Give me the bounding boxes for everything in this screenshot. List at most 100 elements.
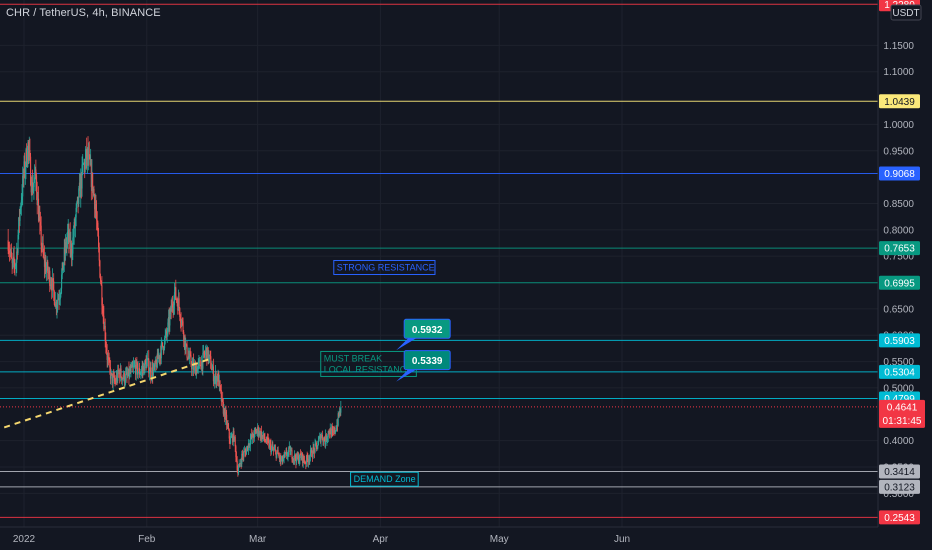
candle-body bbox=[33, 182, 35, 188]
candle-body bbox=[101, 305, 104, 314]
candle-body bbox=[159, 353, 161, 359]
candle bbox=[269, 439, 271, 450]
candle-body bbox=[233, 431, 235, 441]
candle bbox=[294, 450, 296, 465]
candle-body bbox=[309, 456, 311, 461]
candle bbox=[158, 355, 160, 365]
candle bbox=[216, 375, 218, 389]
candle-body bbox=[253, 437, 255, 439]
candle-body bbox=[148, 371, 150, 374]
candle-body bbox=[218, 372, 220, 387]
trendline bbox=[3, 357, 211, 429]
candle bbox=[73, 218, 75, 245]
candle-body bbox=[24, 161, 26, 174]
candle bbox=[70, 231, 72, 259]
candle-body bbox=[251, 435, 253, 438]
chart-title: CHR / TetherUS, 4h, BINANCE bbox=[6, 7, 161, 19]
candle-body bbox=[257, 426, 259, 436]
candle-body bbox=[220, 390, 222, 402]
candle bbox=[286, 452, 288, 460]
candle-body bbox=[133, 365, 135, 367]
candle bbox=[251, 428, 253, 440]
candle-body bbox=[189, 353, 191, 356]
candle-body bbox=[40, 225, 42, 246]
candle-body bbox=[102, 313, 104, 316]
candle-body bbox=[279, 456, 281, 460]
candle-body bbox=[144, 360, 146, 362]
candle-body bbox=[74, 217, 77, 226]
candle-body bbox=[125, 372, 127, 374]
candle-body bbox=[261, 435, 263, 440]
candle-body bbox=[27, 142, 29, 161]
candle bbox=[20, 193, 22, 216]
candle bbox=[243, 445, 246, 453]
candle bbox=[298, 452, 300, 465]
candle bbox=[88, 141, 90, 160]
candle-body bbox=[89, 156, 91, 165]
candle bbox=[334, 425, 336, 436]
candle-body bbox=[250, 435, 252, 440]
candle bbox=[70, 240, 73, 267]
candle-body bbox=[261, 431, 263, 440]
candle-body bbox=[123, 372, 125, 383]
candle bbox=[288, 441, 290, 449]
candle bbox=[332, 425, 334, 437]
candle bbox=[264, 432, 266, 444]
candle bbox=[65, 237, 67, 254]
candle bbox=[90, 148, 92, 166]
candle-body bbox=[55, 301, 57, 307]
candle bbox=[262, 435, 264, 440]
candle bbox=[270, 438, 272, 457]
candle-body bbox=[78, 182, 80, 189]
candle bbox=[208, 354, 211, 363]
candle-body bbox=[70, 243, 73, 257]
candle bbox=[195, 363, 197, 379]
candle-body bbox=[57, 299, 59, 305]
candle bbox=[225, 405, 227, 421]
candle bbox=[235, 444, 237, 463]
candle bbox=[153, 363, 155, 372]
candle bbox=[76, 200, 78, 212]
candle-body bbox=[310, 449, 312, 451]
candle bbox=[333, 426, 335, 436]
candle-body bbox=[29, 150, 31, 157]
candle-body bbox=[299, 453, 301, 461]
candle bbox=[136, 356, 138, 369]
candle-body bbox=[319, 435, 321, 443]
candle bbox=[305, 461, 307, 470]
candle bbox=[309, 445, 312, 462]
candle-body bbox=[167, 322, 169, 334]
current-price-badge-bg bbox=[879, 399, 925, 428]
candle bbox=[199, 356, 201, 369]
candle-body bbox=[237, 470, 239, 474]
candle bbox=[187, 357, 189, 361]
candle-body bbox=[65, 242, 67, 254]
candle bbox=[317, 435, 319, 446]
candle-body bbox=[69, 233, 71, 249]
price-badge-text: 0.7653 bbox=[884, 244, 915, 255]
candle bbox=[127, 367, 129, 379]
candle-body bbox=[84, 158, 86, 170]
candle bbox=[13, 245, 15, 274]
candle-body bbox=[97, 222, 99, 236]
candle-body bbox=[10, 251, 13, 259]
candle-body bbox=[326, 438, 328, 441]
candle bbox=[55, 291, 57, 309]
candle bbox=[338, 407, 341, 418]
candle bbox=[115, 370, 117, 385]
candle bbox=[327, 430, 329, 443]
candle-body bbox=[48, 270, 50, 274]
candle bbox=[333, 426, 335, 435]
price-badge: 0.7653 bbox=[879, 241, 920, 256]
candle-body bbox=[116, 376, 118, 381]
candle-body bbox=[129, 370, 131, 378]
candle-body bbox=[301, 453, 303, 458]
price-badge-bg bbox=[879, 241, 920, 256]
candle-body bbox=[18, 217, 20, 235]
candle-body bbox=[117, 369, 119, 381]
candle bbox=[122, 374, 124, 380]
candle bbox=[114, 374, 116, 387]
candle bbox=[252, 430, 254, 438]
